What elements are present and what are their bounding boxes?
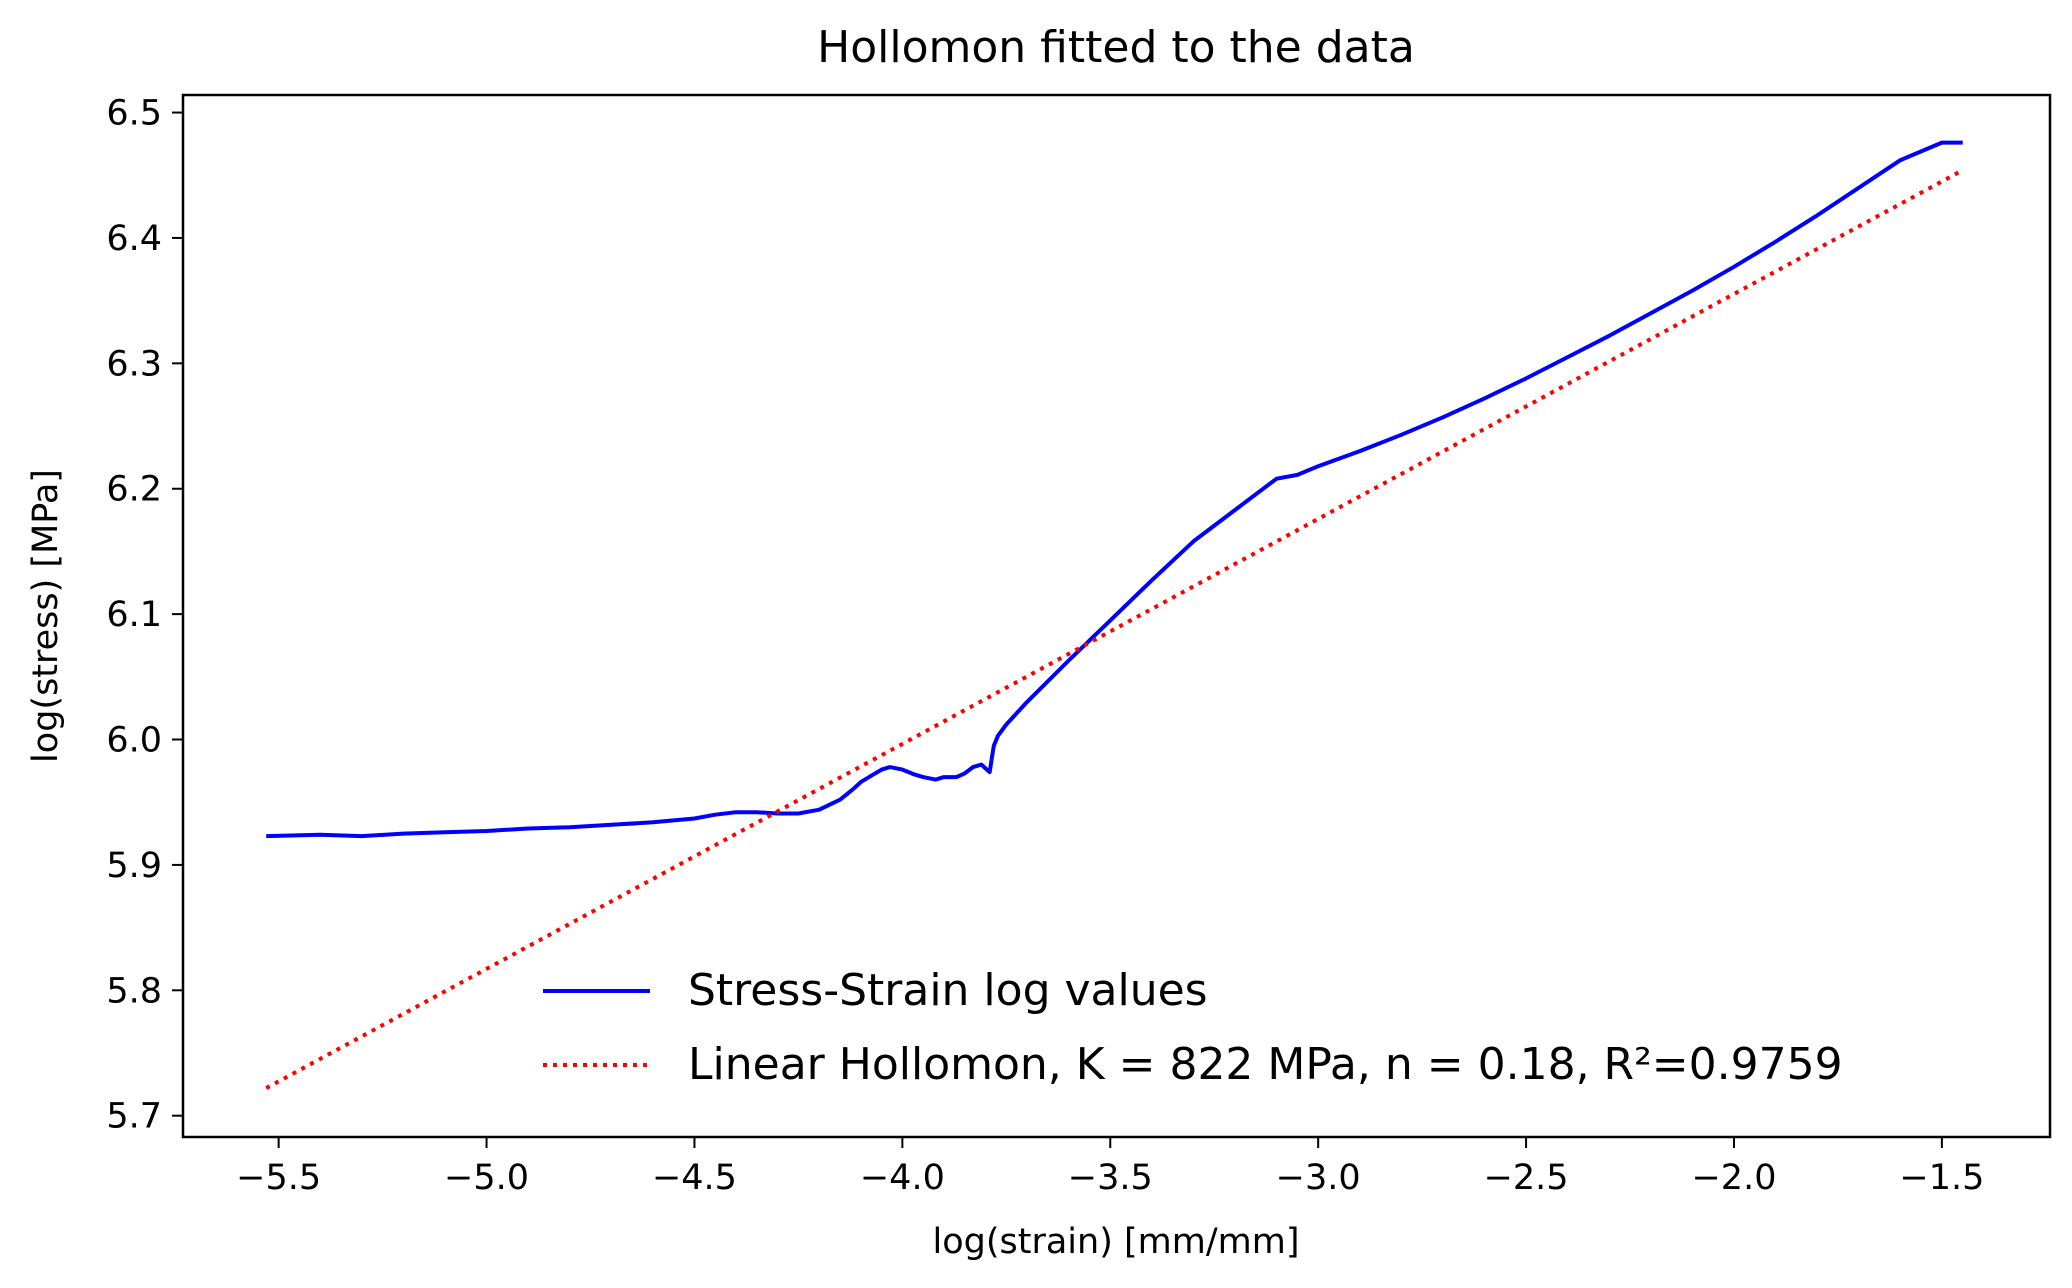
- x-tick-label: −3.0: [1276, 1158, 1361, 1198]
- legend-label-hollomon: Linear Hollomon, K = 822 MPa, n = 0.18, …: [688, 1039, 1843, 1090]
- axes-frame: [181, 93, 2052, 1139]
- y-tick-label: 5.7: [106, 1097, 162, 1137]
- y-tick-label: 6.1: [106, 595, 162, 635]
- chart-title: Hollomon fitted to the data: [817, 22, 1415, 73]
- y-tick-label: 6.3: [106, 344, 162, 384]
- x-tick-label: −3.5: [1068, 1158, 1153, 1198]
- x-tick-label: −5.5: [236, 1158, 321, 1198]
- x-axis-label: log(strain) [mm/mm]: [933, 1222, 1300, 1262]
- y-tick-label: 6.4: [106, 219, 162, 259]
- series-line-1: [265, 168, 1964, 1090]
- legend: Stress-Strain log values Linear Hollomon…: [543, 965, 1843, 1090]
- y-axis-label: log(stress) [MPa]: [26, 469, 66, 763]
- x-tick-label: −5.0: [444, 1158, 529, 1198]
- x-tick-label: −2.0: [1691, 1158, 1776, 1198]
- x-tick-label: −4.0: [860, 1158, 945, 1198]
- y-tick-label: 5.8: [106, 971, 162, 1011]
- series-line-0: [266, 140, 1963, 839]
- y-tick-label: 6.0: [106, 721, 162, 761]
- legend-label-stress-strain: Stress-Strain log values: [688, 965, 1208, 1016]
- x-tick-label: −4.5: [652, 1158, 737, 1198]
- y-tick-label: 5.9: [106, 846, 162, 886]
- x-tick-label: −1.5: [1899, 1158, 1984, 1198]
- x-axis-ticks: −5.5 −5.0 −4.5 −4.0 −3.5 −3.0 −2.5 −2.0 −1.5: [236, 1137, 1984, 1198]
- y-axis-ticks: 5.7 5.8 5.9 6.0 6.1 6.2 6.3 6.4 6.5: [106, 94, 183, 1137]
- y-tick-label: 6.5: [106, 94, 162, 134]
- x-tick-label: −2.5: [1484, 1158, 1569, 1198]
- plot-area: [265, 140, 1964, 1090]
- y-tick-label: 6.2: [106, 470, 162, 510]
